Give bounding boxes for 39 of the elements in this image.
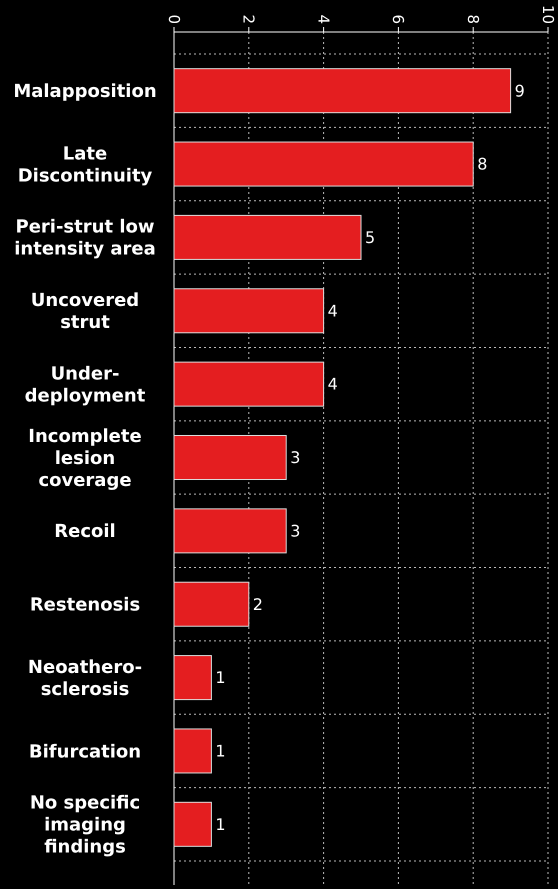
bar: [174, 802, 212, 847]
data-label: 1: [215, 668, 226, 688]
y-tick-label: Incomplete lesion coverage: [28, 426, 142, 491]
data-label: 3: [290, 521, 300, 540]
data-label: 4: [328, 374, 338, 394]
data-label: 9: [514, 81, 525, 100]
bar: [174, 728, 212, 774]
y-tick-label: Late Discontinuity: [18, 143, 153, 186]
x-tick-label: 10: [538, 4, 557, 24]
y-tick-label: Under-deployment: [24, 363, 146, 406]
bar: [174, 582, 250, 627]
bar: [174, 508, 287, 554]
data-label: 3: [290, 448, 300, 468]
data-label: 1: [215, 742, 226, 761]
bar: [174, 214, 362, 260]
bar: [174, 68, 512, 114]
bar: [174, 655, 212, 700]
y-tick-label: Bifurcation: [28, 741, 142, 762]
x-tick-label: 6: [389, 14, 408, 24]
data-label: 1: [215, 814, 226, 834]
data-label: 2: [252, 594, 263, 614]
data-label: 5: [365, 228, 376, 248]
y-tick-label: No specific imaging findings: [30, 792, 140, 858]
y-tick-label: Restenosis: [30, 594, 140, 616]
x-tick-label: 4: [314, 14, 332, 24]
y-tick-label: Uncovered strut: [30, 290, 140, 334]
bar: [174, 362, 324, 407]
bar: [174, 434, 287, 480]
y-tick-label: Peri-strut low intensity area: [14, 216, 156, 260]
y-tick-label: Malapposition: [13, 80, 157, 102]
x-tick-label: 8: [464, 14, 482, 24]
y-tick-label: Neoathero-sclerosis: [28, 656, 142, 700]
data-label: 4: [328, 301, 338, 320]
bar: [174, 288, 324, 334]
bar: [174, 142, 474, 187]
data-label: 8: [477, 154, 488, 174]
y-tick-label: Recoil: [54, 521, 116, 542]
x-tick-label: 0: [164, 14, 183, 24]
x-tick-label: 2: [240, 14, 258, 24]
